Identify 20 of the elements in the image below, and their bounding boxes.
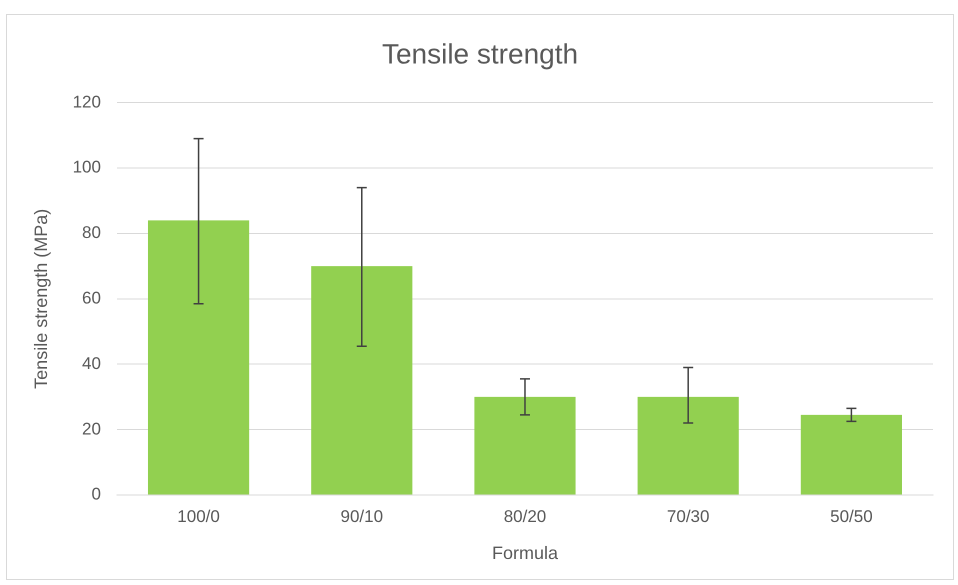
y-tick-label: 60	[82, 288, 101, 308]
x-tick-label: 80/20	[504, 506, 546, 526]
x-tick-label: 90/10	[340, 506, 384, 526]
y-tick-label: 20	[82, 419, 101, 438]
y-tick-label: 0	[91, 484, 101, 504]
y-tick-label: 100	[72, 158, 101, 177]
y-tick-label: 120	[72, 92, 101, 112]
x-tick-label: 50/50	[830, 506, 873, 526]
chart-title: Tensile strength	[382, 38, 578, 70]
bar	[311, 266, 412, 494]
bar	[800, 414, 902, 494]
bar	[148, 220, 250, 494]
y-axis-title: Tensile strength (MPa)	[30, 208, 51, 389]
y-tick-label: 80	[82, 223, 101, 242]
x-tick-label: 70/30	[666, 506, 710, 526]
x-axis-title: Formula	[492, 543, 559, 564]
bar	[474, 396, 576, 494]
bar	[638, 396, 739, 494]
x-tick-label: 100/0	[177, 506, 220, 526]
y-tick-label: 40	[82, 354, 101, 373]
